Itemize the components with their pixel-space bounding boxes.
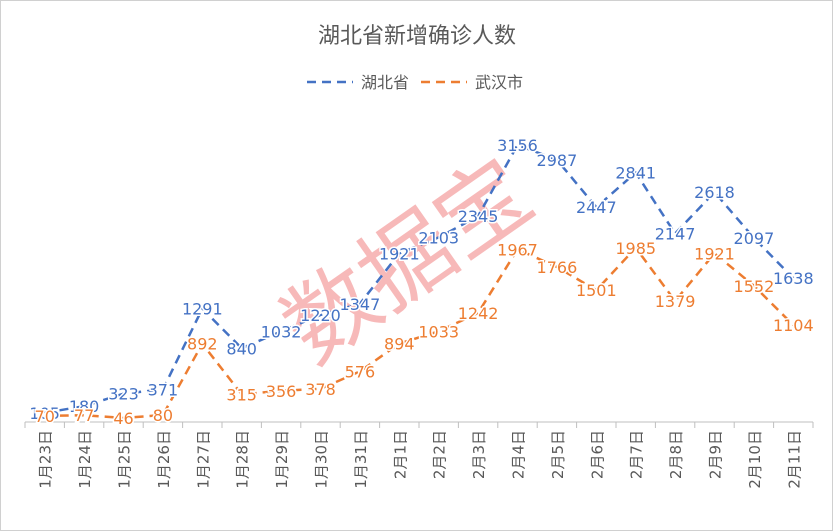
data-label-hubei: 1220 xyxy=(300,306,341,325)
series-line-wuhan xyxy=(44,246,795,420)
data-label-hubei: 3156 xyxy=(497,136,538,155)
data-label-wuhan: 356 xyxy=(266,382,297,401)
x-tick-label: 1月25日 xyxy=(116,430,134,489)
x-tick-label: 1月30日 xyxy=(313,430,331,489)
data-label-wuhan: 80 xyxy=(153,406,173,425)
data-label-wuhan: 1967 xyxy=(497,240,538,259)
data-label-wuhan: 1104 xyxy=(773,316,814,335)
data-label-hubei: 323 xyxy=(108,385,139,404)
x-tick-label: 2月1日 xyxy=(391,430,409,479)
data-label-hubei: 840 xyxy=(226,339,257,358)
data-label-hubei: 1032 xyxy=(261,322,302,341)
data-label-wuhan: 1921 xyxy=(694,244,735,263)
data-label-hubei: 2103 xyxy=(418,228,459,247)
data-label-hubei: 1291 xyxy=(182,300,223,319)
data-label-hubei: 1347 xyxy=(340,295,381,314)
data-label-wuhan: 894 xyxy=(384,335,415,354)
data-label-hubei: 2618 xyxy=(694,183,735,202)
x-tick-label: 1月29日 xyxy=(273,430,291,489)
data-label-wuhan: 1379 xyxy=(655,292,696,311)
data-label-wuhan: 1033 xyxy=(418,322,459,341)
series-line-hubei xyxy=(44,143,795,415)
x-tick-label: 1月26日 xyxy=(155,430,173,489)
x-tick-label: 1月23日 xyxy=(37,430,55,489)
x-tick-label: 1月31日 xyxy=(352,430,370,489)
x-tick-label: 1月24日 xyxy=(76,430,94,489)
x-axis: 1月23日 1月24日 1月25日 1月26日 1月27日 1月28日 1月29日 1月30日… xyxy=(24,421,814,489)
legend-label-wuhan: 武汉市 xyxy=(475,73,523,92)
x-tick-label: 2月6日 xyxy=(588,430,606,479)
chart-title: 湖北省新增确诊人数 xyxy=(318,24,516,49)
data-label-wuhan: 46 xyxy=(113,409,133,428)
x-tick-label: 1月28日 xyxy=(234,430,252,489)
x-tick-label: 2月2日 xyxy=(431,430,449,479)
x-tick-label: 2月7日 xyxy=(628,430,646,479)
data-label-hubei: 2345 xyxy=(458,207,499,226)
data-label-wuhan: 576 xyxy=(345,362,376,381)
data-label-hubei: 371 xyxy=(148,380,179,399)
data-label-hubei: 180 xyxy=(69,397,100,416)
x-tick-label: 2月11日 xyxy=(785,430,803,489)
series-lines xyxy=(44,143,795,420)
data-label-hubei: 2097 xyxy=(734,229,775,248)
data-label-hubei: 2447 xyxy=(576,198,617,217)
data-label-wuhan: 315 xyxy=(226,385,257,404)
data-label-wuhan: 70 xyxy=(35,407,55,426)
data-label-hubei: 2987 xyxy=(537,151,578,170)
data-label-wuhan: 77 xyxy=(74,406,94,425)
x-tick-label: 2月4日 xyxy=(510,430,528,479)
data-label-hubei: 1638 xyxy=(773,269,814,288)
x-tick-label: 2月5日 xyxy=(549,430,567,479)
data-label-hubei: 2841 xyxy=(615,164,656,183)
data-label-wuhan: 1985 xyxy=(615,239,656,258)
data-label-wuhan: 1552 xyxy=(734,277,775,296)
x-tick-label: 1月27日 xyxy=(194,430,212,489)
x-tick-label: 2月10日 xyxy=(746,430,764,489)
data-label-wuhan: 1766 xyxy=(537,258,578,277)
legend-label-hubei: 湖北省 xyxy=(361,73,409,92)
data-label-wuhan: 1501 xyxy=(576,281,617,300)
data-label-hubei: 2147 xyxy=(655,225,696,244)
legend: 湖北省 武汉市 xyxy=(307,73,523,92)
x-tick-label: 2月8日 xyxy=(667,430,685,479)
x-tick-label: 2月3日 xyxy=(470,430,488,479)
data-label-wuhan: 892 xyxy=(187,335,218,354)
data-label-hubei: 105 xyxy=(29,404,60,423)
data-label-wuhan: 378 xyxy=(305,380,336,399)
x-tick-label: 2月9日 xyxy=(707,430,725,479)
data-label-wuhan: 1242 xyxy=(458,304,499,323)
data-label-hubei: 1921 xyxy=(379,244,420,263)
